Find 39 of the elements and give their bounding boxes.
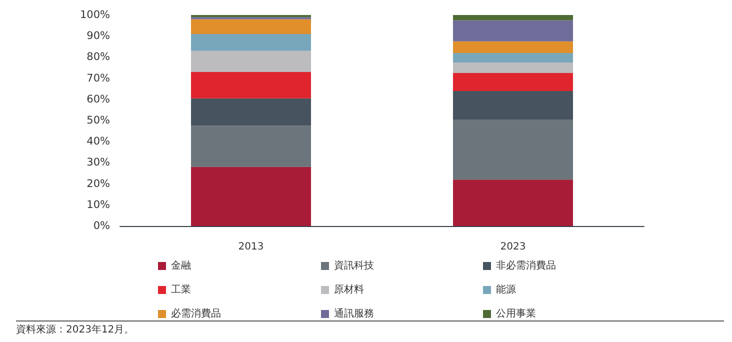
bar <box>191 50 311 72</box>
legend-label: 通訊服務 <box>334 308 374 320</box>
legend-label: 工業 <box>171 284 191 296</box>
bar <box>453 180 573 226</box>
y-tick-label: 90% <box>86 30 110 42</box>
legend-label: 能源 <box>496 284 516 296</box>
bar <box>191 126 311 167</box>
y-tick-label: 80% <box>86 51 110 64</box>
y-tick-label: 0% <box>93 220 110 232</box>
y-tick-label: 50% <box>86 114 110 126</box>
bar <box>453 119 573 180</box>
bar <box>191 98 311 126</box>
x-tick-label: 2013 <box>238 242 264 252</box>
y-tick-label: 10% <box>86 198 110 211</box>
bar <box>453 90 573 120</box>
legend-label: 非必需消費品 <box>496 260 556 272</box>
legend-label: 原材料 <box>334 284 364 296</box>
y-tick-label: 20% <box>86 178 110 190</box>
y-tick-label: 100% <box>80 9 110 21</box>
legend-label: 必需消費品 <box>171 308 221 320</box>
y-tick-label: 40% <box>86 136 110 148</box>
bar <box>191 19 311 34</box>
legend-label: 金融 <box>171 260 191 272</box>
bar <box>453 41 573 53</box>
x-tick-label: 2023 <box>500 242 526 252</box>
y-tick-label: 70% <box>86 72 110 84</box>
y-tick-label: 30% <box>86 156 110 169</box>
legend-label: 公用事業 <box>496 308 536 320</box>
y-tick-label: 60% <box>86 93 110 106</box>
bar <box>453 15 573 20</box>
bar <box>191 72 311 98</box>
bar <box>453 73 573 91</box>
legend-label: 資訊科技 <box>334 260 374 272</box>
bar <box>453 62 573 74</box>
bar <box>191 166 311 226</box>
bar <box>191 34 311 51</box>
bar <box>453 20 573 42</box>
bar <box>453 52 573 62</box>
source-note: 資料來源：2023年12月。 <box>16 324 134 336</box>
